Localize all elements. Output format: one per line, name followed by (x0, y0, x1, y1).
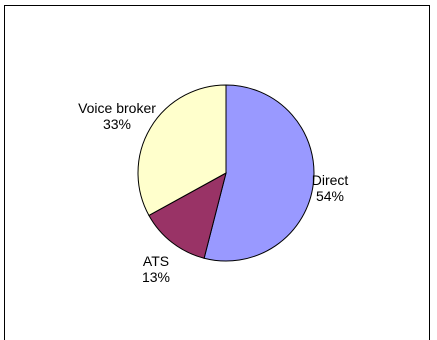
slice-label-ats: ATS 13% (131, 253, 181, 285)
slice-label-name: Direct (311, 172, 349, 188)
slice-label-name: ATS (142, 253, 170, 269)
pie-slice-direct (203, 84, 315, 262)
slice-label-name: Voice broker (78, 100, 156, 116)
slice-label-direct: Direct 54% (300, 172, 360, 204)
pie-slice-voice-broker (137, 84, 227, 217)
slice-label-percent: 33% (102, 116, 132, 132)
slice-label-voice-broker: Voice broker 33% (62, 100, 172, 132)
pie-slice-ats (148, 172, 227, 259)
slice-label-percent: 54% (315, 188, 345, 204)
slice-label-percent: 13% (141, 269, 171, 285)
